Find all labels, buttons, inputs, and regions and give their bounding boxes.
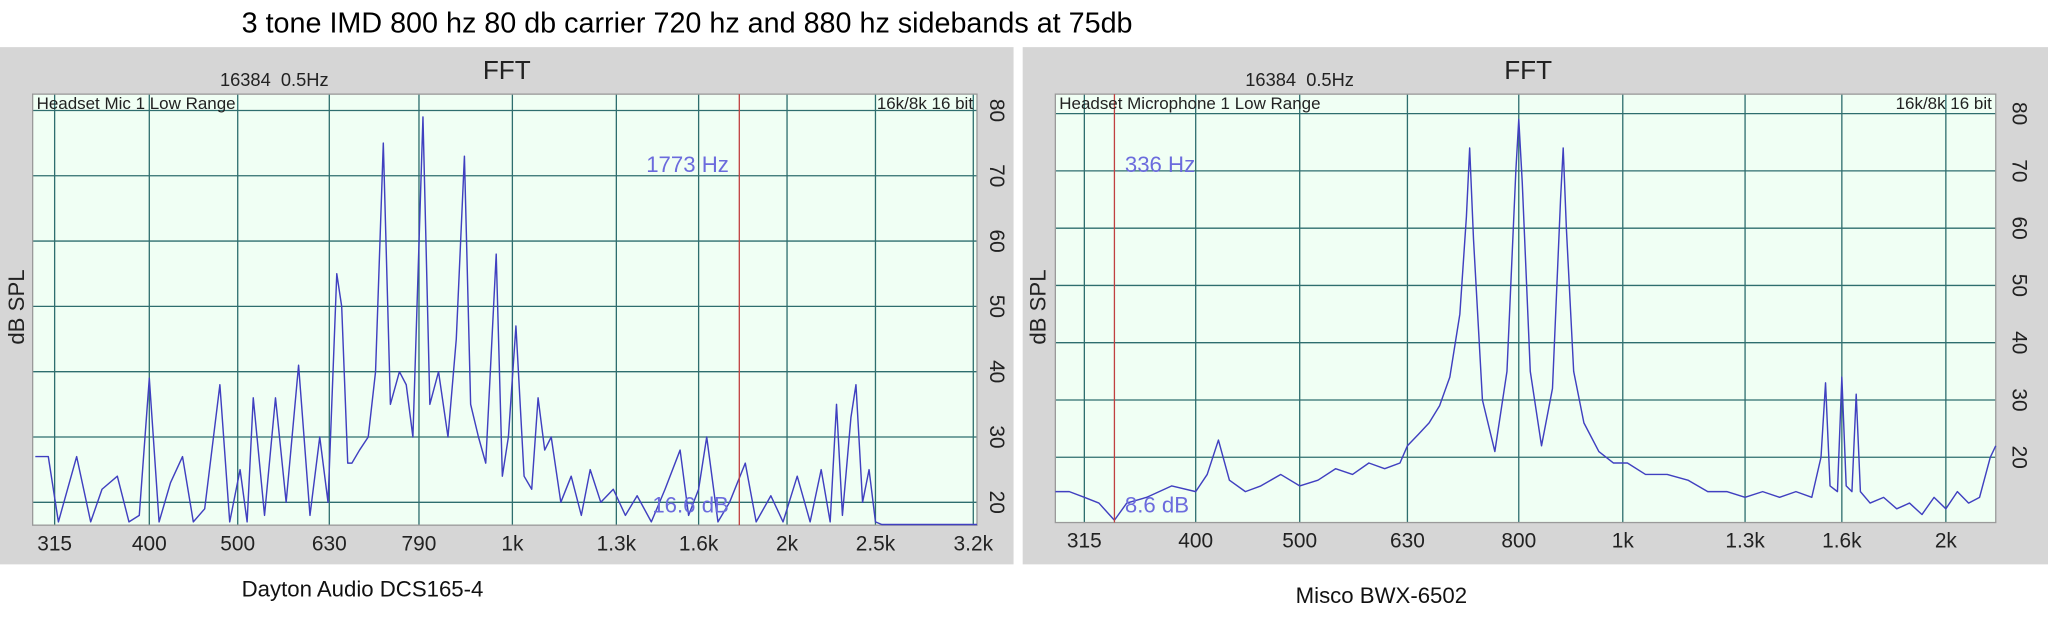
cursor-frequency: 336 Hz [1125, 152, 1195, 177]
x-tick-label: 1k [1612, 530, 1635, 553]
caption: Dayton Audio DCS165-4 [242, 576, 484, 601]
fft-settings: 16384 0.5Hz [220, 69, 329, 90]
cursor-frequency: 1773 Hz [646, 152, 729, 177]
device-name: Headset Microphone 1 Low Range [1059, 94, 1320, 113]
spectrum-line [35, 116, 977, 526]
x-tick-label: 500 [220, 532, 255, 555]
y-tick-label: 30 [2007, 388, 2030, 411]
y-tick-label: 70 [985, 164, 1008, 187]
fft-settings: 16384 0.5Hz [1245, 69, 1354, 90]
x-tick-label: 3.2k [954, 532, 994, 555]
x-tick-label: 1.3k [597, 532, 637, 555]
y-axis-title: dB SPL [1026, 269, 1051, 344]
page-title: 3 tone IMD 800 hz 80 db carrier 720 hz a… [242, 8, 1133, 40]
x-tick-label: 2.5k [856, 532, 896, 555]
y-tick-label: 20 [2007, 446, 2030, 469]
plot-area [1055, 94, 1996, 523]
caption: Misco BWX-6502 [1296, 583, 1467, 608]
y-tick-label: 50 [2007, 274, 2030, 297]
y-tick-label: 40 [985, 360, 1008, 383]
y-tick-label: 80 [2007, 102, 2030, 125]
plot-area [32, 94, 977, 526]
format-label: 16k/8k 16 bit [877, 94, 974, 113]
y-tick-label: 20 [985, 491, 1008, 514]
x-tick-label: 315 [37, 532, 72, 555]
x-tick-label: 1.6k [1822, 530, 1862, 553]
x-tick-label: 400 [1178, 530, 1213, 553]
device-name: Headset Mic 1 Low Range [37, 94, 236, 113]
y-tick-label: 50 [985, 295, 1008, 318]
x-tick-label: 630 [312, 532, 347, 555]
spectrum-line [1055, 118, 1997, 521]
x-tick-label: 1.6k [679, 532, 719, 555]
x-tick-label: 400 [132, 532, 167, 555]
y-tick-label: 60 [985, 229, 1008, 252]
plot-border [1054, 93, 1997, 524]
x-tick-label: 800 [1501, 530, 1536, 553]
y-tick-label: 40 [2007, 331, 2030, 354]
y-tick-label: 80 [985, 99, 1008, 122]
plot-border [32, 93, 978, 526]
y-tick-label: 30 [985, 425, 1008, 448]
y-tick-label: 70 [2007, 159, 2030, 182]
x-tick-label: 630 [1390, 530, 1425, 553]
x-tick-label: 1k [501, 532, 524, 555]
y-tick-label: 60 [2007, 217, 2030, 240]
x-tick-label: 2k [1935, 530, 1958, 553]
x-tick-label: 790 [402, 532, 437, 555]
x-tick-label: 1.3k [1725, 530, 1765, 553]
x-tick-label: 315 [1067, 530, 1102, 553]
cursor-level: 8.6 dB [1125, 493, 1189, 518]
format-label: 16k/8k 16 bit [1896, 94, 1993, 113]
chart-title: FFT [1504, 55, 1552, 85]
chart-title: FFT [483, 55, 531, 85]
cursor-level: 16.6 dB [652, 493, 728, 518]
x-tick-label: 500 [1282, 530, 1317, 553]
y-axis-title: dB SPL [4, 269, 29, 344]
x-tick-label: 2k [776, 532, 799, 555]
